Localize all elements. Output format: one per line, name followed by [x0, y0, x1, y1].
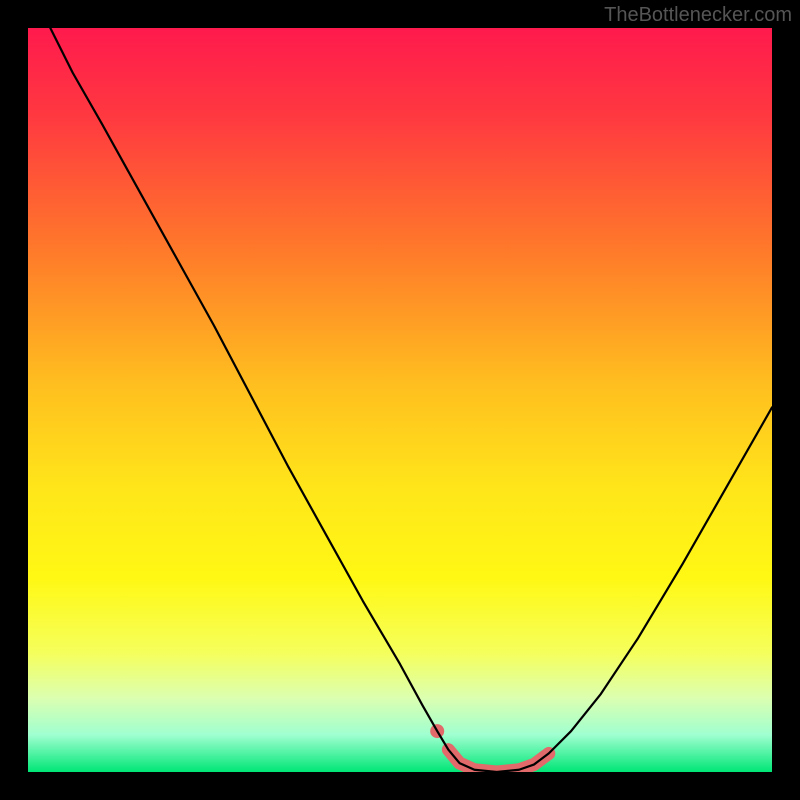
bottleneck-chart: [28, 28, 772, 772]
bottleneck-curve: [50, 28, 772, 772]
watermark-text: TheBottlenecker.com: [604, 4, 792, 27]
highlight-path: [448, 750, 548, 772]
curve-overlay: [28, 28, 772, 772]
